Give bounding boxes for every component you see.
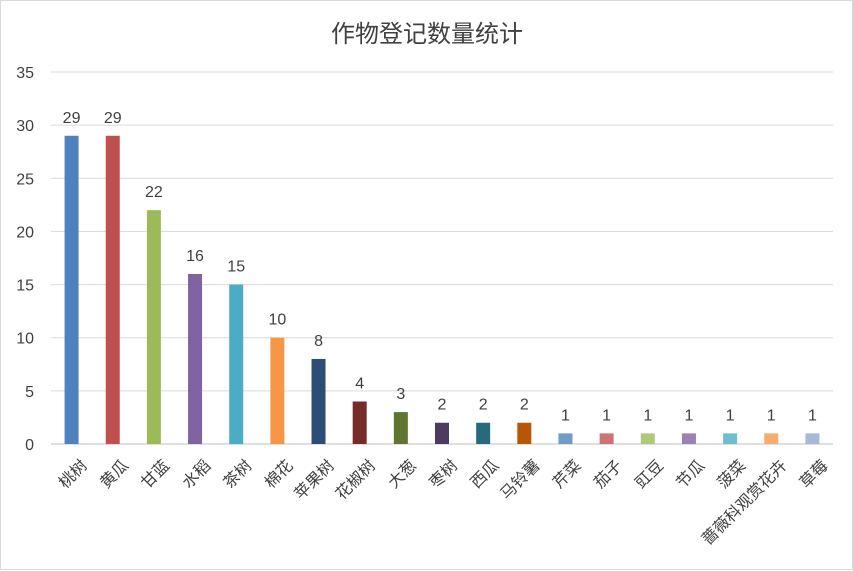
bar <box>723 433 738 444</box>
data-label: 2 <box>479 397 488 414</box>
y-tick-label: 15 <box>16 278 34 295</box>
gridlines <box>51 71 833 445</box>
bars <box>64 135 820 444</box>
y-tick-label: 35 <box>16 65 34 82</box>
data-label: 15 <box>227 259 245 276</box>
y-tick-label: 20 <box>16 224 34 241</box>
data-label: 1 <box>767 407 776 424</box>
x-tick-label: 豇豆 <box>631 456 667 492</box>
data-label: 1 <box>561 407 570 424</box>
data-label: 4 <box>355 375 364 392</box>
y-tick-label: 5 <box>25 384 34 401</box>
data-label: 2 <box>438 397 447 414</box>
bar <box>146 210 161 444</box>
data-label: 3 <box>396 386 405 403</box>
data-label: 22 <box>145 184 163 201</box>
x-tick-label: 马铃薯 <box>496 456 543 503</box>
x-tick-label: 甘蓝 <box>137 456 173 492</box>
data-label: 10 <box>268 312 286 329</box>
bar <box>558 433 573 444</box>
x-tick-label: 棉花 <box>261 456 297 492</box>
data-label: 29 <box>63 110 81 127</box>
y-tick-label: 10 <box>16 331 34 348</box>
bar <box>435 422 449 444</box>
x-tick-label: 西瓜 <box>466 456 502 492</box>
data-label: 29 <box>104 110 122 127</box>
bar <box>270 337 285 444</box>
x-tick-label: 节瓜 <box>672 456 708 492</box>
bar <box>352 401 367 444</box>
x-tick-label: 桃树 <box>55 456 91 492</box>
x-tick-label: 花椒树 <box>332 456 379 503</box>
y-axis-ticks: 0 5 10 15 20 25 30 35 <box>16 65 34 454</box>
y-tick-label: 0 <box>25 437 34 454</box>
x-tick-label: 芹菜 <box>549 456 585 492</box>
data-label: 1 <box>643 407 652 424</box>
y-tick-label: 25 <box>16 171 34 188</box>
bar <box>64 135 79 444</box>
bar <box>393 412 408 444</box>
data-label: 8 <box>314 333 323 350</box>
x-tick-label: 茶树 <box>219 456 255 492</box>
data-label: 1 <box>684 407 693 424</box>
bar <box>476 422 491 444</box>
chart-title: 作物登记数量统计 <box>331 20 523 48</box>
data-label: 2 <box>520 397 529 414</box>
data-label: 1 <box>726 407 735 424</box>
bar <box>764 433 779 444</box>
bar <box>640 433 655 444</box>
x-tick-label: 苹果树 <box>290 456 337 503</box>
bar <box>517 422 532 444</box>
data-label: 16 <box>186 248 204 265</box>
bar <box>805 433 820 444</box>
x-tick-label: 大葱 <box>384 456 420 492</box>
data-label: 1 <box>602 407 611 424</box>
bar <box>105 135 120 444</box>
data-label: 1 <box>808 407 817 424</box>
x-tick-label: 茄子 <box>590 456 626 492</box>
x-tick-label: 黄瓜 <box>96 456 132 492</box>
bar <box>188 273 203 444</box>
x-tick-label: 枣树 <box>425 456 461 492</box>
bar <box>599 433 614 444</box>
x-tick-label: 水稻 <box>178 456 214 492</box>
bar <box>229 284 244 444</box>
bar <box>681 433 696 444</box>
x-tick-label: 菠菜 <box>713 456 749 492</box>
bar <box>311 358 326 444</box>
y-tick-label: 30 <box>16 118 34 135</box>
x-tick-label: 草莓 <box>796 456 832 492</box>
